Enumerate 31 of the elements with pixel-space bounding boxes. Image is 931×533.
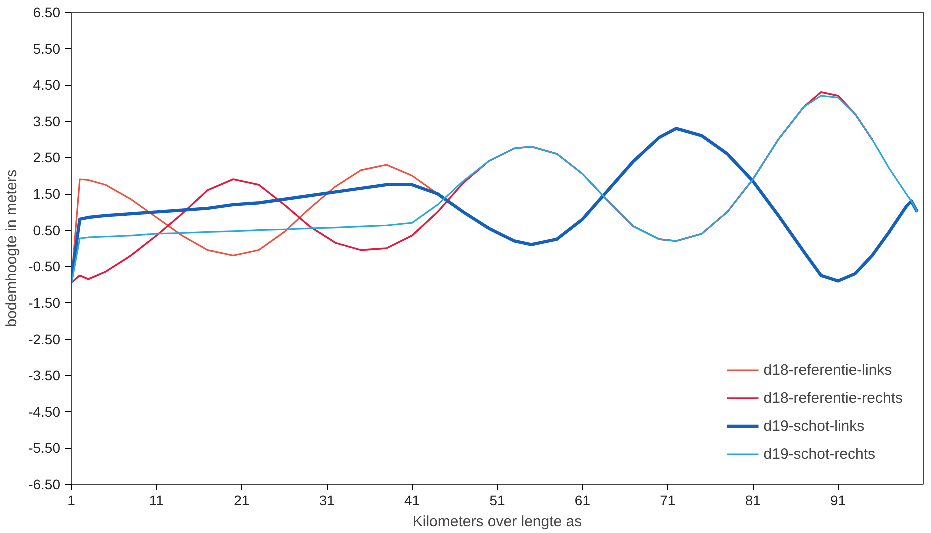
y-tick-label: 0.50 (33, 222, 61, 238)
y-axis-title: bodemhoogte in meters (4, 170, 21, 328)
x-tick-label: 11 (149, 492, 164, 508)
legend-label: d19-schot-rechts (764, 446, 876, 462)
x-tick-label: 21 (234, 492, 250, 508)
x-tick-label: 71 (660, 492, 676, 508)
x-tick-label: 31 (319, 492, 336, 508)
y-tick-label: 4.50 (33, 77, 61, 94)
y-tick-label: -2.50 (28, 331, 61, 348)
x-tick-label: 81 (745, 492, 762, 508)
y-tick-label: 6.50 (33, 4, 61, 20)
y-tick-label: 5.50 (33, 40, 61, 57)
y-tick-label: -5.50 (28, 440, 61, 456)
y-tick-label: -4.50 (28, 404, 61, 420)
x-tick-label: 91 (830, 492, 846, 508)
x-axis-title: Kilometers over lengte as (412, 514, 582, 530)
x-tick-label: 61 (574, 492, 591, 508)
y-tick-label: 1.50 (33, 186, 61, 202)
legend-label: d19-schot-links (764, 418, 865, 434)
line-series (72, 127, 920, 283)
y-tick-label: -3.50 (28, 368, 61, 384)
y-tick-label: 3.50 (33, 113, 61, 130)
legend-label: d18-referentie-rechts (764, 390, 903, 406)
y-tick-label: -0.50 (28, 258, 61, 275)
x-tick-label: 1 (68, 492, 76, 508)
y-tick-label: -1.50 (28, 294, 61, 311)
x-tick-label: 51 (490, 492, 506, 508)
x-tick-label: 41 (404, 492, 420, 508)
y-tick-label: 2.50 (33, 150, 61, 166)
y-tick-label: -6.50 (28, 476, 61, 492)
legend-label: d18-referentie-links (764, 362, 892, 378)
